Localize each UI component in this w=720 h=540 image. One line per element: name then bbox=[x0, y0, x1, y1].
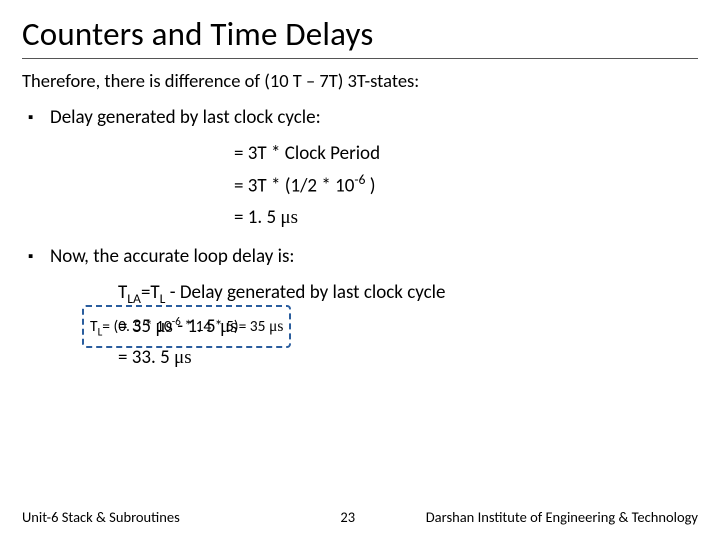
equation-block: TL= (0. 5 * 10-6 * 14 * 5)= 35 μs TLA=TL… bbox=[118, 277, 698, 373]
intro-text: Therefore, there is difference of (10 T … bbox=[22, 69, 698, 92]
footer-left: Unit-6 Stack & Subroutines bbox=[22, 508, 180, 526]
calc-line-2: = 3T * (1/2 * 10-6 ) bbox=[234, 169, 698, 202]
slide: Counters and Time Delays Therefore, ther… bbox=[0, 0, 720, 540]
bullet-2-text: Now, the accurate loop delay is: bbox=[50, 245, 295, 269]
page-number: 23 bbox=[180, 508, 426, 526]
bullet-marker: ▪ bbox=[28, 245, 50, 269]
bullet-1: ▪ Delay generated by last clock cycle: bbox=[22, 106, 698, 130]
calc-block: = 3T * Clock Period = 3T * (1/2 * 10-6 )… bbox=[234, 138, 698, 233]
calc-line-1: = 3T * Clock Period bbox=[234, 138, 698, 169]
bullet-2: ▪ Now, the accurate loop delay is: bbox=[22, 245, 698, 269]
page-title: Counters and Time Delays bbox=[22, 14, 698, 59]
bullet-marker: ▪ bbox=[28, 106, 50, 130]
bullet-1-text: Delay generated by last clock cycle: bbox=[50, 106, 321, 130]
footer-right: Darshan Institute of Engineering & Techn… bbox=[426, 508, 698, 526]
footer: Unit-6 Stack & Subroutines 23 Darshan In… bbox=[0, 508, 720, 526]
overlay-formula-box: TL= (0. 5 * 10-6 * 14 * 5)= 35 μs bbox=[82, 305, 291, 347]
calc-line-3: = 1. 5 μs bbox=[234, 202, 698, 233]
